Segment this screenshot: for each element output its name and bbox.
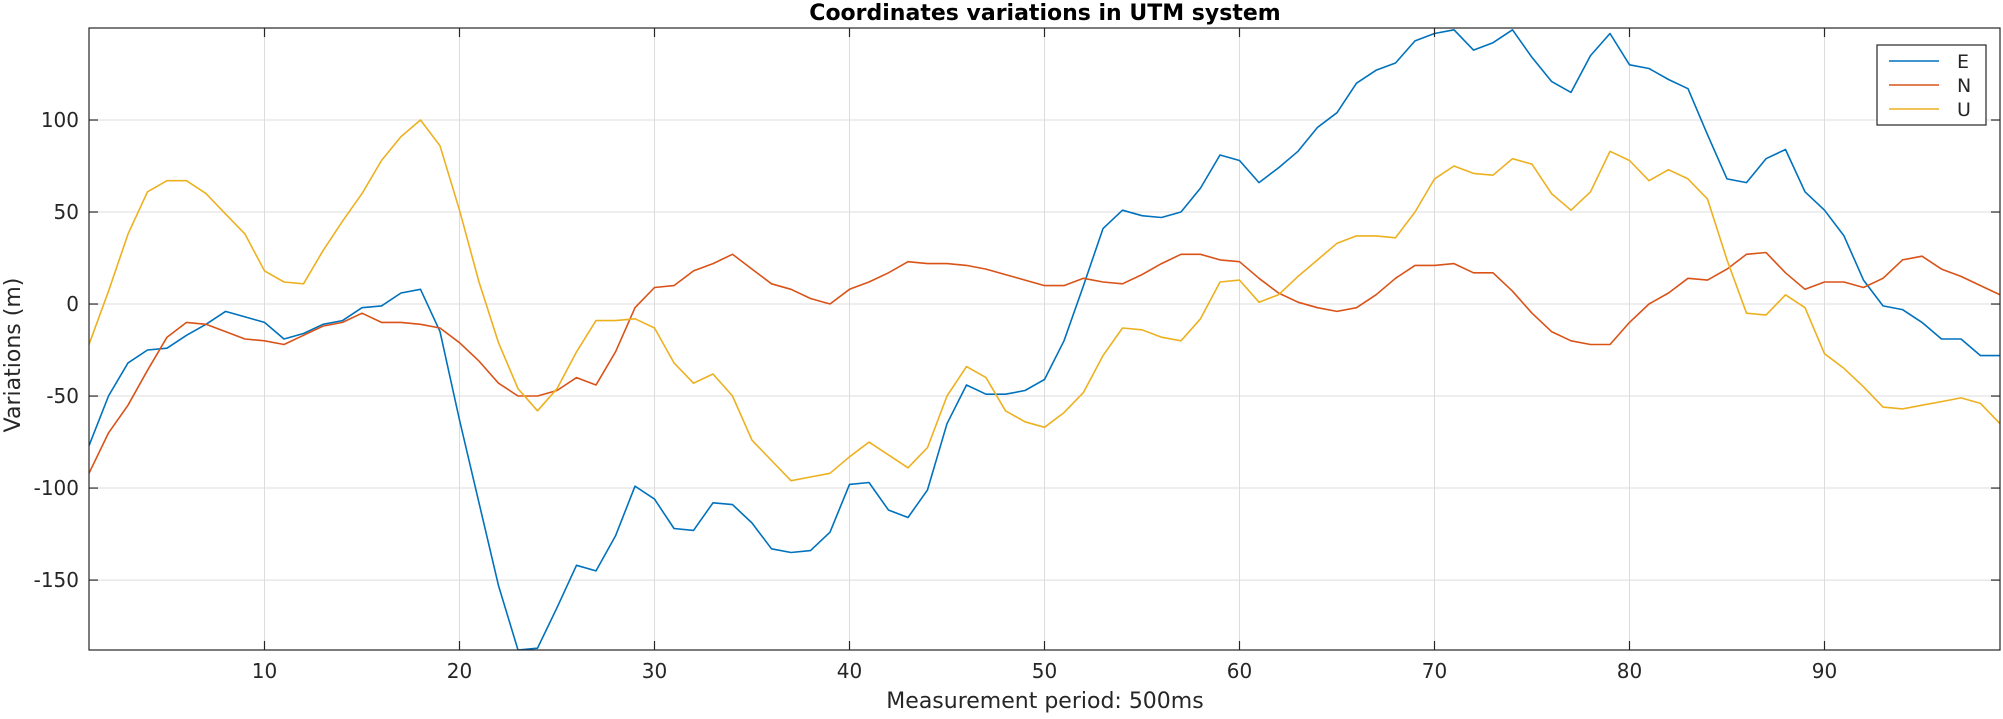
x-tick-label: 30 <box>642 659 667 683</box>
series-lines <box>89 28 2000 650</box>
x-axis-label: Measurement period: 500ms <box>886 689 1203 714</box>
chart-title: Coordinates variations in UTM system <box>809 1 1280 26</box>
legend-label-u: U <box>1957 99 1971 121</box>
x-tick-label: 80 <box>1617 659 1642 683</box>
x-tick-label: 10 <box>252 659 277 683</box>
x-tick-label: 20 <box>447 659 472 683</box>
x-tick-label: 70 <box>1422 659 1447 683</box>
x-tick-label: 90 <box>1812 659 1837 683</box>
legend-label-e: E <box>1957 51 1969 73</box>
y-tick-label: -100 <box>34 476 79 500</box>
y-tick-label: 100 <box>41 108 79 132</box>
y-tick-label: -50 <box>46 384 79 408</box>
x-tick-label: 40 <box>837 659 862 683</box>
x-tick-label: 60 <box>1227 659 1252 683</box>
axis-ticks: 10 20 30 40 50 60 70 80 90 -150 -100 -50 0 50 100 <box>34 28 2000 683</box>
x-tick-label: 50 <box>1032 659 1057 683</box>
legend-label-n: N <box>1957 75 1971 97</box>
series-line-e <box>89 28 2000 650</box>
grid-lines <box>89 28 2000 650</box>
series-line-u <box>89 119 2000 482</box>
legend: ENU <box>1876 44 1987 126</box>
y-tick-label: 50 <box>54 200 79 224</box>
y-tick-label: -150 <box>34 568 79 592</box>
y-tick-label: 0 <box>66 292 79 316</box>
series-line-n <box>89 251 2000 474</box>
y-axis-label: Variations (m) <box>1 278 26 433</box>
